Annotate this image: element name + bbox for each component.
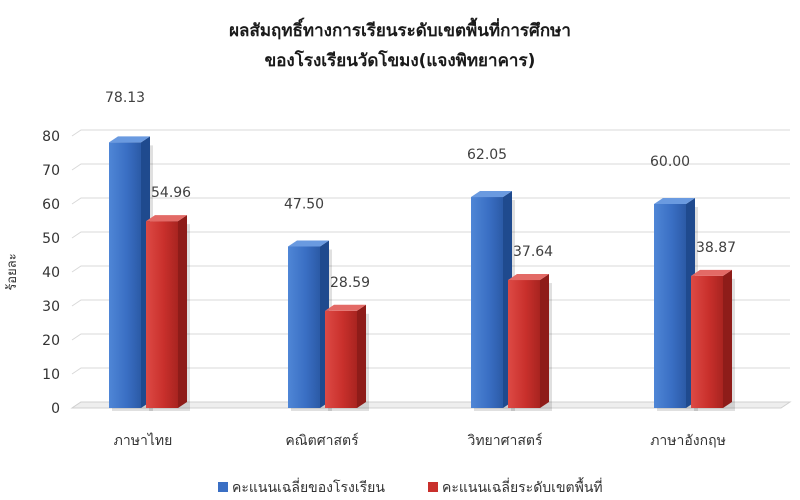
y-tick-label: 0: [51, 401, 60, 417]
y-tick-label: 10: [42, 367, 60, 383]
legend-label-district: คะแนนเฉลี่ยระดับเขตพื้นที่: [442, 477, 603, 496]
gridline: [71, 265, 790, 273]
y-axis-label: ร้อยละ: [5, 253, 20, 290]
data-label: 37.64: [513, 244, 553, 260]
gridline: [71, 197, 790, 205]
gridline: [71, 299, 790, 307]
data-label: 60.00: [650, 154, 690, 170]
data-label: 78.13: [105, 90, 145, 106]
y-tick-label: 20: [42, 333, 60, 349]
x-category-label: คณิตศาสตร์: [285, 432, 359, 449]
chart-title-line-2: ของโรงเรียนวัดโขมง(แจงพิทยาคาร): [265, 50, 536, 71]
x-category-label: ภาษาอังกฤษ: [650, 433, 726, 449]
legend: คะแนนเฉลี่ยของโรงเรียน คะแนนเฉลี่ยระดับเ…: [218, 477, 603, 496]
y-tick-label: 80: [42, 129, 60, 145]
y-tick-label: 60: [42, 197, 60, 213]
bars: [109, 136, 735, 411]
chart-floor: [70, 401, 792, 409]
bar-school: [109, 136, 153, 411]
y-axis-ticks: 0 10 20 30 40 50 60 70 80: [42, 129, 60, 417]
gridline: [71, 163, 790, 171]
data-labels: 78.13 54.96 47.50 28.59 62.05 37.64 60.00 38.87: [105, 90, 736, 291]
y-tick-label: 40: [42, 265, 60, 281]
legend-swatch-school: [218, 482, 228, 492]
x-category-label: วิทยาศาสตร์: [467, 432, 543, 449]
data-label: 54.96: [151, 185, 191, 201]
data-label: 47.50: [284, 197, 324, 213]
y-tick-label: 70: [42, 163, 60, 179]
y-tick-label: 50: [42, 231, 60, 247]
legend-label-school: คะแนนเฉลี่ยของโรงเรียน: [232, 478, 385, 496]
data-label: 62.05: [467, 147, 507, 163]
gridline: [71, 231, 790, 239]
bar-district: [325, 304, 369, 411]
chart-title-line-1: ผลสัมฤทธิ์ทางการเรียนระดับเขตพื้นที่การศ…: [229, 17, 571, 41]
bar-district: [146, 215, 190, 411]
data-label: 38.87: [696, 240, 736, 256]
x-category-label: ภาษาไทย: [114, 432, 173, 449]
category-labels: ภาษาไทย คณิตศาสตร์ วิทยาศาสตร์ ภาษาอังกฤษ: [114, 432, 726, 449]
bar-district: [691, 269, 735, 411]
gridline: [71, 129, 790, 137]
gridline: [71, 333, 790, 341]
gridlines: [70, 129, 792, 409]
gridline: [71, 367, 790, 375]
data-label: 28.59: [330, 275, 370, 291]
y-tick-label: 30: [42, 299, 60, 315]
bar-district: [508, 274, 552, 411]
legend-swatch-district: [428, 482, 438, 492]
